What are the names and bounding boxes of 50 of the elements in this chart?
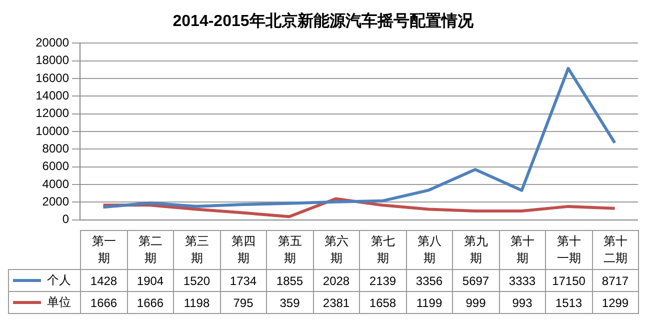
y-tick-label: 4000 <box>42 176 70 191</box>
data-label: 8717 <box>592 270 638 292</box>
legend-label: 单位 <box>8 292 80 314</box>
y-tick-label: 2000 <box>42 194 70 208</box>
y-tick-label: 10000 <box>36 124 70 138</box>
y-tick-label: 0 <box>62 212 70 226</box>
x-tick-label: 第二期 <box>127 230 174 270</box>
data-label: 5697 <box>452 270 499 292</box>
data-label: 1299 <box>592 292 638 314</box>
data-label: 1734 <box>220 270 266 292</box>
data-label: 2381 <box>313 292 360 314</box>
data-label: 1428 <box>80 270 127 292</box>
x-tick-label: 第六期 <box>313 230 360 270</box>
x-tick-label: 第十二期 <box>592 230 638 270</box>
y-tick-label: 14000 <box>36 88 70 102</box>
y-tick-label: 8000 <box>42 141 70 156</box>
data-label: 1513 <box>546 292 592 314</box>
x-tick-label: 第五期 <box>266 230 313 270</box>
data-label: 3356 <box>406 270 452 292</box>
x-tick-label: 第三期 <box>174 230 220 270</box>
y-tick-label: 6000 <box>42 159 70 174</box>
x-tick-label: 第十期 <box>499 230 546 270</box>
data-label: 1520 <box>174 270 220 292</box>
y-tick-label: 20000 <box>36 36 70 50</box>
data-label: 2139 <box>360 270 406 292</box>
x-tick-label: 第十一期 <box>546 230 592 270</box>
data-label: 795 <box>220 292 266 314</box>
data-label: 993 <box>499 292 546 314</box>
x-tick-label: 第八期 <box>406 230 452 270</box>
x-tick-label: 第四期 <box>220 230 266 270</box>
x-tick-label: 第九期 <box>452 230 499 270</box>
data-label: 17150 <box>546 270 592 292</box>
data-label: 1666 <box>127 292 174 314</box>
data-label: 359 <box>266 292 313 314</box>
data-label: 1666 <box>80 292 127 314</box>
data-label: 1904 <box>127 270 174 292</box>
data-label: 3333 <box>499 270 546 292</box>
data-label: 1198 <box>174 292 220 314</box>
y-tick-label: 18000 <box>36 53 70 68</box>
data-label: 999 <box>452 292 499 314</box>
data-label: 1658 <box>360 292 406 314</box>
data-label: 2028 <box>313 270 360 292</box>
x-tick-label: 第一期 <box>80 230 127 270</box>
data-label: 1855 <box>266 270 313 292</box>
y-tick-label: 16000 <box>36 70 70 85</box>
x-tick-label: 第七期 <box>360 230 406 270</box>
y-tick-label: 12000 <box>36 106 70 120</box>
chart-title: 2014-2015年北京新能源汽车摇号配置情况 <box>172 12 474 30</box>
data-label: 1199 <box>406 292 452 314</box>
legend-label: 个人 <box>8 270 80 292</box>
